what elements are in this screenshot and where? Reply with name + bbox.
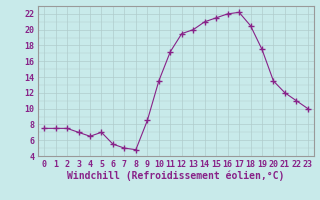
- X-axis label: Windchill (Refroidissement éolien,°C): Windchill (Refroidissement éolien,°C): [67, 171, 285, 181]
